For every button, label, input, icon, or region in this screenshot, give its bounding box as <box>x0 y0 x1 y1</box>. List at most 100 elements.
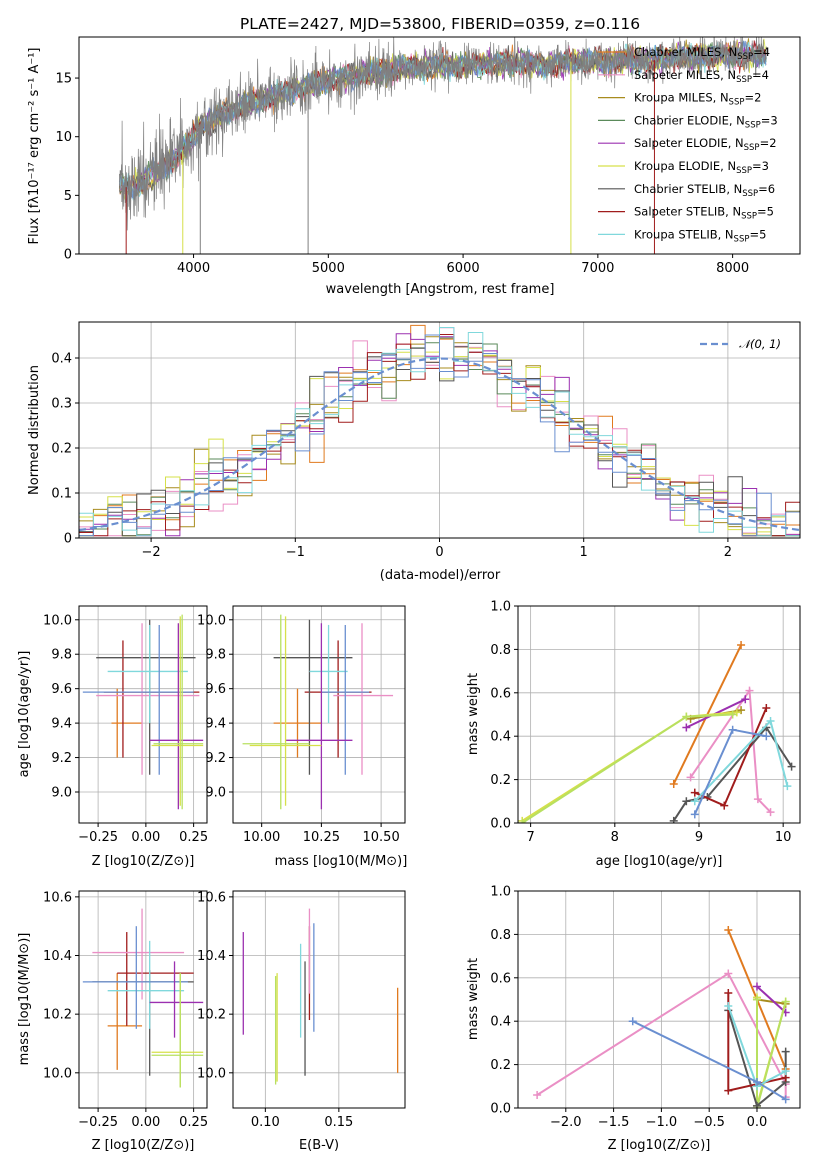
weight-point-marker <box>690 810 699 819</box>
y-tick-label: 0.1 <box>51 487 72 502</box>
weight-point-marker <box>741 695 750 704</box>
x-axis-label: mass [log10(M/M⊙)] <box>275 854 408 869</box>
x-tick-label: 8000 <box>716 261 749 276</box>
weight-point-marker <box>762 732 771 741</box>
weight-series-line <box>727 1010 787 1108</box>
weight-point-marker <box>762 703 771 712</box>
mass-vs-ebv-panel: 0.10 0.15 10.0 10.2 10.4 10.6 E(B-V) <box>197 890 406 1153</box>
x-axis-label: Z [log10(Z/Z⊙)] <box>92 1138 195 1153</box>
x-axis-label: E(B-V) <box>299 1138 339 1153</box>
y-tick-label: 0.0 <box>490 817 511 832</box>
y-tick-label: 9.8 <box>205 648 226 663</box>
weight-point-marker <box>724 926 733 935</box>
x-tick-label: 8 <box>611 830 619 845</box>
y-axis-label: mass weight <box>466 958 481 1040</box>
y-tick-label: 10.0 <box>197 613 226 628</box>
y-axis-label: age [log10(age/yr)] <box>17 651 32 778</box>
weight-point-marker <box>752 995 761 1004</box>
plot-area <box>79 324 800 537</box>
y-tick-label: 0.4 <box>51 352 72 367</box>
weight-point-marker <box>728 710 737 719</box>
x-tick-label: 0.10 <box>251 1115 280 1130</box>
y-tick-label: 10.0 <box>43 1066 72 1081</box>
weight-point-marker <box>766 808 775 817</box>
legend-label: Kroupa ELODIE, NSSP=3 <box>634 159 769 176</box>
mass-vs-metallicity-panel: −0.25 0.00 0.25 10.0 10.2 10.4 10.6 Z [log10(Z/… <box>17 890 208 1153</box>
x-tick-label: 10.00 <box>243 830 280 845</box>
weight-point-marker <box>724 1002 733 1011</box>
weight-point-marker <box>752 1101 761 1108</box>
weight-point-marker <box>766 717 775 726</box>
weight-point-marker <box>781 1047 790 1056</box>
x-tick-label: −1.0 <box>646 1115 678 1130</box>
x-tick-label: 0.0 <box>747 1115 768 1130</box>
y-tick-label: 9.2 <box>205 751 226 766</box>
figure-title: PLATE=2427, MJD=53800, FIBERID=0359, z=0… <box>240 15 640 33</box>
y-tick-label: 1.0 <box>490 600 511 615</box>
axes-frame <box>232 605 406 824</box>
age-vs-mass-panel: 10.00 10.25 10.50 9.0 9.2 9.4 9.6 9.8 10.0 mass [… <box>197 605 408 869</box>
weight-point-marker <box>686 773 695 782</box>
y-tick-label: 0 <box>64 532 72 547</box>
plot-area <box>118 37 767 254</box>
axes-frame <box>78 605 208 824</box>
residual-histogram-step <box>79 334 800 537</box>
axes-frame <box>232 890 406 1109</box>
weight-series-line <box>672 725 793 822</box>
gaussian-curve <box>79 357 800 532</box>
weight-point-marker <box>737 641 746 650</box>
weight-vs-age-panel: 7 8 9 10 0.0 0.2 0.4 0.6 0.8 1.0 age [log10(age/yr… <box>466 600 801 869</box>
y-tick-label: 10.4 <box>197 949 226 964</box>
weight-point-marker <box>682 712 691 721</box>
weight-series-line <box>521 713 733 823</box>
plot-area <box>82 908 204 1088</box>
y-axis-label: mass weight <box>466 673 481 755</box>
residuals-panel: −2 −1 0 1 2 0 0.1 0.2 0.3 0.4 𝒩(0, 1) (data-model)/… <box>27 321 801 583</box>
y-tick-label: 0.4 <box>490 730 511 745</box>
x-tick-label: 6000 <box>447 261 480 276</box>
weight-series-line <box>694 718 789 802</box>
y-tick-label: 0.8 <box>490 643 511 658</box>
y-tick-label: 9.4 <box>51 717 72 732</box>
legend-label: Kroupa STELIB, NSSP=5 <box>634 227 766 244</box>
y-tick-label: 0 <box>64 248 72 263</box>
y-tick-label: 0.2 <box>51 442 72 457</box>
axes-frame <box>78 890 208 1109</box>
weight-point-marker <box>732 708 741 717</box>
weight-series-line <box>689 687 772 813</box>
x-axis-label: (data-model)/error <box>380 568 501 583</box>
weight-series-line <box>756 985 787 1014</box>
x-tick-label: −1.5 <box>598 1115 630 1130</box>
y-tick-label: 9.6 <box>51 682 72 697</box>
weight-point-marker <box>781 1067 790 1076</box>
y-axis-label: Flux [fλ10⁻¹⁷ erg cm⁻² s⁻¹ A⁻¹] <box>27 48 42 245</box>
x-tick-label: 4000 <box>177 261 210 276</box>
weight-point-marker <box>745 686 754 695</box>
y-tick-label: 9.6 <box>205 682 226 697</box>
weight-point-marker <box>628 1017 637 1026</box>
x-tick-label: 7000 <box>581 261 614 276</box>
axes-frame <box>517 605 801 824</box>
weight-point-marker <box>724 988 733 997</box>
y-tick-label: 0.6 <box>490 686 511 701</box>
legend-label: Salpeter MILES, NSSP=4 <box>634 68 769 85</box>
x-tick-label: −0.25 <box>78 830 118 845</box>
weight-point-marker <box>682 723 691 732</box>
weight-point-marker <box>752 982 761 991</box>
weight-series-line <box>756 998 786 1005</box>
weight-point-marker <box>753 795 762 804</box>
x-axis-label: Z [log10(Z/Z⊙)] <box>92 854 195 869</box>
legend-label: Chabrier MILES, NSSP=4 <box>634 45 770 62</box>
x-tick-label: 0 <box>435 545 443 560</box>
y-axis-label: mass [log10(M/M⊙)] <box>17 933 32 1066</box>
y-tick-label: 9.2 <box>51 751 72 766</box>
y-tick-label: 10.2 <box>197 1008 226 1023</box>
weight-point-marker <box>518 819 527 823</box>
y-axis-label: Normed distribution <box>27 365 42 495</box>
y-tick-label: 0.3 <box>51 397 72 412</box>
plot-area <box>242 908 399 1085</box>
x-tick-label: 10.25 <box>303 830 340 845</box>
weight-point-marker <box>720 801 729 810</box>
y-tick-label: 10.0 <box>197 1066 226 1081</box>
